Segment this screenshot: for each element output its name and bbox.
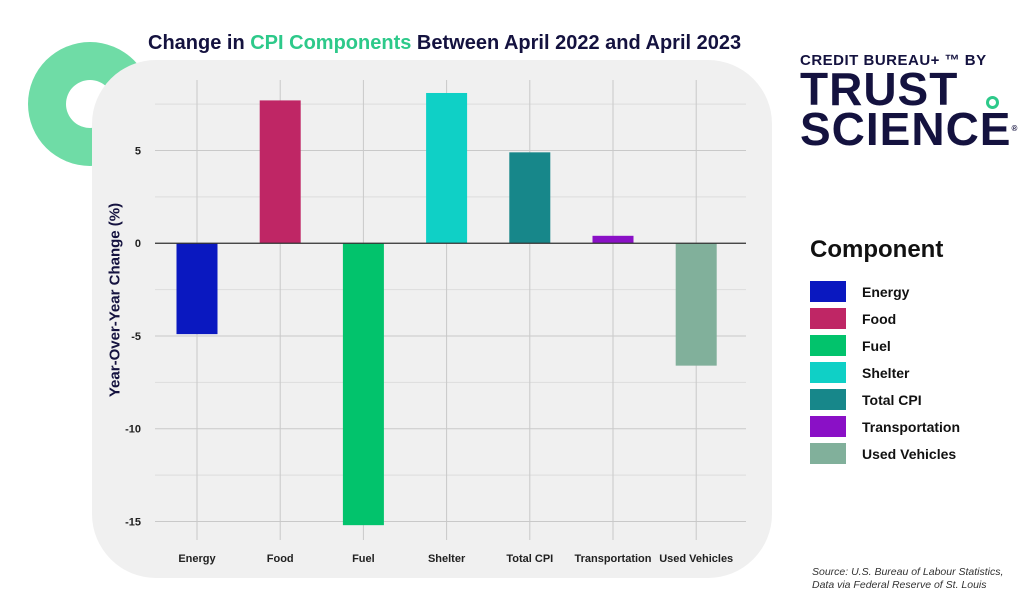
- bar-food: [259, 100, 301, 244]
- legend-swatch: [810, 416, 846, 437]
- legend: Energy Food Fuel Shelter Total CPI Transporta…: [810, 278, 960, 467]
- legend-label: Energy: [862, 283, 910, 300]
- y-tick-label: -10: [125, 424, 141, 436]
- source-line-2: Data via Federal Reserve of St. Louis: [812, 579, 987, 591]
- x-tick-label: Energy: [178, 553, 216, 565]
- legend-label: Total CPI: [862, 391, 922, 408]
- title-highlight: CPI Components: [250, 32, 412, 54]
- bar-shelter: [426, 92, 468, 244]
- y-tick-label: -5: [131, 331, 141, 343]
- legend-label: Shelter: [862, 364, 910, 381]
- legend-item: Total CPI: [810, 386, 960, 413]
- registered-mark: ®: [1011, 124, 1018, 133]
- brand-tagline: CREDIT BUREAU+ ™ BY: [800, 52, 987, 69]
- bar-total-cpi: [509, 152, 551, 244]
- y-tick-label: -15: [125, 516, 141, 528]
- x-tick-label: Used Vehicles: [659, 553, 733, 565]
- source-note: Source: U.S. Bureau of Labour Statistics…: [812, 566, 1003, 592]
- bar-used-vehicles: [675, 243, 717, 366]
- brand-name-line-2-text: SCIENCE: [800, 103, 1012, 155]
- legend-swatch: [810, 362, 846, 383]
- legend-label: Food: [862, 310, 897, 327]
- legend-label: Transportation: [862, 418, 961, 435]
- bar-transportation: [592, 235, 634, 244]
- legend-item: Transportation: [810, 413, 960, 440]
- y-tick-label: 0: [135, 238, 141, 250]
- brand-dot-icon: [986, 96, 999, 109]
- x-tick-label: Transportation: [574, 553, 651, 565]
- legend-swatch: [810, 335, 846, 356]
- y-tick-label: 5: [135, 145, 141, 157]
- legend-swatch: [810, 281, 846, 302]
- bar-energy: [176, 243, 218, 335]
- title-part-2: Between April 2022 and April 2023: [411, 32, 742, 54]
- legend-label: Used Vehicles: [862, 445, 957, 462]
- bar-fuel: [342, 243, 384, 526]
- source-line-1: Source: U.S. Bureau of Labour Statistics…: [812, 566, 1004, 578]
- brand-name-line-1: TRUST: [800, 63, 959, 115]
- legend-item: Food: [810, 305, 960, 332]
- x-tick-label: Total CPI: [506, 553, 553, 565]
- brand-logo: CREDIT BUREAU+ ™ BY TRUST SCIENCE®: [800, 52, 1018, 152]
- y-axis-label: Year-Over-Year Change (%): [106, 202, 124, 398]
- x-tick-label: Fuel: [352, 553, 375, 565]
- legend-swatch: [810, 389, 846, 410]
- legend-swatch: [810, 443, 846, 464]
- legend-item: Used Vehicles: [810, 440, 960, 467]
- chart-title: Change in CPI Components Between April 2…: [148, 32, 741, 55]
- legend-item: Energy: [810, 278, 960, 305]
- legend-swatch: [810, 308, 846, 329]
- legend-item: Shelter: [810, 359, 960, 386]
- legend-item: Fuel: [810, 332, 960, 359]
- title-part-1: Change in: [148, 32, 251, 54]
- legend-title: Component: [810, 236, 944, 263]
- legend-label: Fuel: [862, 337, 891, 354]
- x-tick-label: Food: [267, 553, 294, 565]
- x-tick-label: Shelter: [428, 553, 466, 565]
- brand-name-line-2: SCIENCE®: [800, 106, 1018, 152]
